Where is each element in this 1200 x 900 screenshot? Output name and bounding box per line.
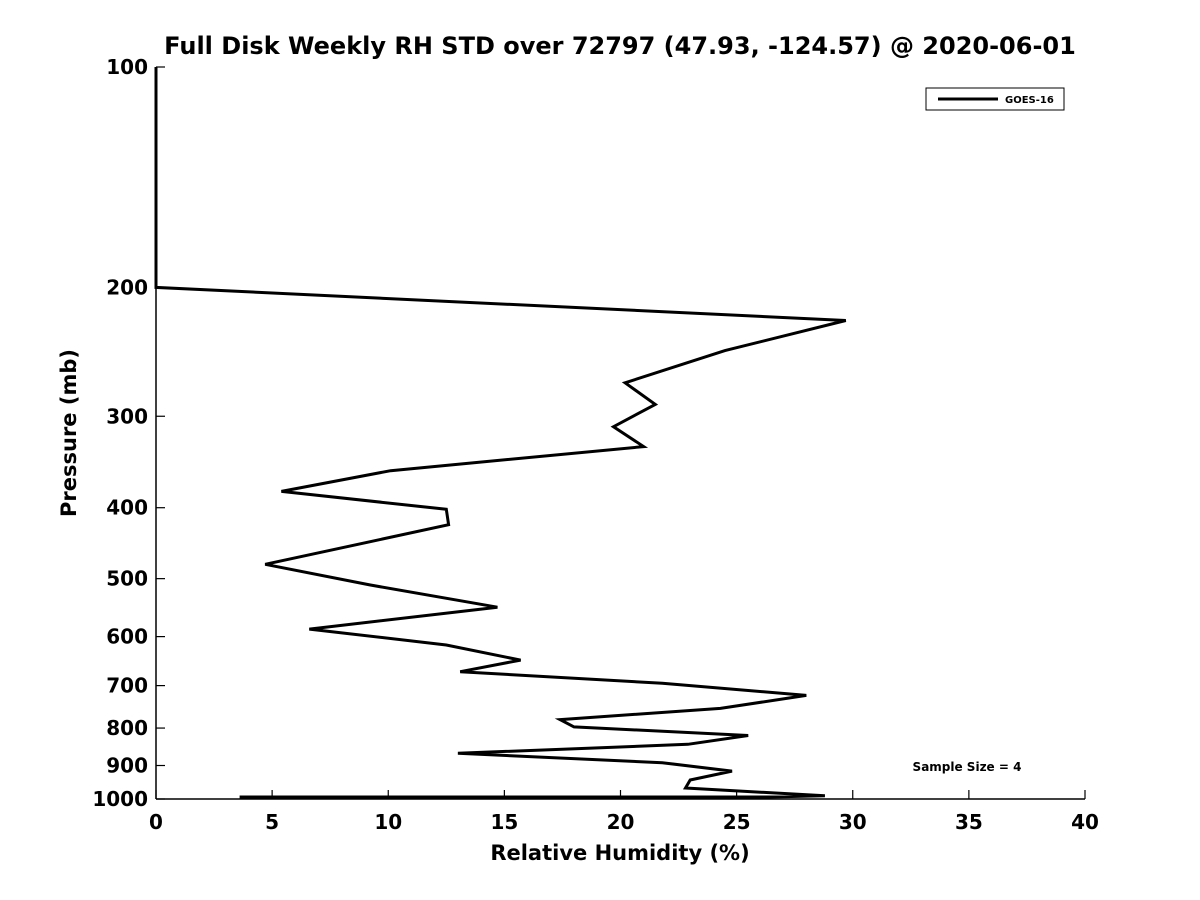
y-axis-label: Pressure (mb) [57, 349, 81, 517]
y-tick-label: 200 [106, 275, 148, 299]
y-tick-label: 800 [106, 716, 148, 740]
x-axis-label: Relative Humidity (%) [490, 841, 749, 865]
series-line-goes-16 [154, 67, 847, 799]
x-tick-label: 40 [1071, 810, 1099, 834]
sample-size-annotation: Sample Size = 4 [913, 760, 1022, 774]
y-tick-label: 600 [106, 625, 148, 649]
y-tick-label: 700 [106, 674, 148, 698]
chart-title: Full Disk Weekly RH STD over 72797 (47.9… [164, 32, 1076, 60]
y-tick-label: 1000 [92, 787, 148, 811]
y-tick-label: 400 [106, 496, 148, 520]
x-tick-label: 25 [723, 810, 751, 834]
y-tick-label: 100 [106, 55, 148, 79]
x-axis-ticks: 0 5 10 15 20 25 30 35 40 [149, 790, 1099, 834]
x-tick-label: 30 [839, 810, 867, 834]
x-tick-label: 35 [955, 810, 983, 834]
y-tick-label: 300 [106, 404, 148, 428]
x-tick-label: 0 [149, 810, 163, 834]
y-tick-label: 500 [106, 567, 148, 591]
x-tick-label: 10 [374, 810, 402, 834]
legend: GOES-16 [925, 87, 1065, 111]
x-tick-label: 15 [490, 810, 518, 834]
x-tick-label: 20 [607, 810, 635, 834]
y-axis-ticks: 100 200 300 400 500 600 700 800 900 1000 [92, 55, 165, 811]
legend-label: GOES-16 [1005, 95, 1054, 106]
x-tick-label: 5 [265, 810, 279, 834]
y-tick-label: 900 [106, 754, 148, 778]
